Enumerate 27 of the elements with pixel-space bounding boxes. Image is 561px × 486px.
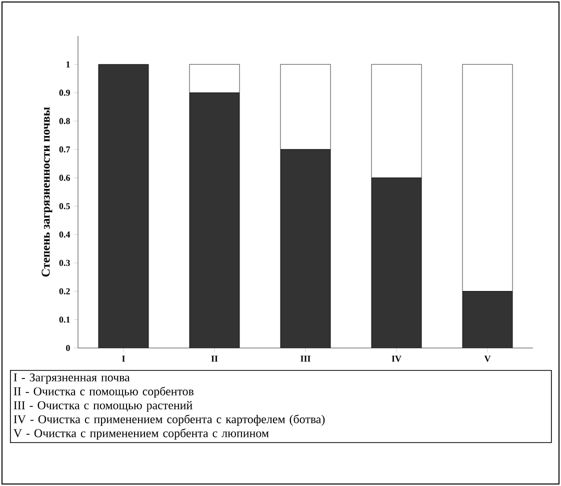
y-tick-label: 0.3 <box>59 260 70 266</box>
bar <box>371 178 422 348</box>
text: II - Очистка с помощью сорбентов <box>14 386 194 398</box>
bar <box>189 92 240 348</box>
y-tick-label: 0.2 <box>59 288 70 294</box>
y-tick-label: 0.9 <box>59 90 70 96</box>
bar <box>98 64 149 348</box>
y-tick-label: 0.1 <box>59 316 70 323</box>
x-tick-label: II <box>211 356 218 362</box>
y-tick-label: 0.4 <box>59 231 70 238</box>
y-tick-label: 0.7 <box>59 146 70 152</box>
y-tick-label: 0 <box>66 344 70 352</box>
x-tick-label: IV <box>392 356 402 362</box>
text: I - Загрязненная почва <box>14 373 130 384</box>
y-tick-label: 1 <box>66 61 70 68</box>
y-axis-title: Степень загрязненности почвы <box>42 107 52 277</box>
x-tick-label: III <box>300 356 310 362</box>
text: III - Очистка с помощью растений <box>14 401 192 412</box>
x-tick-label: V <box>484 356 491 362</box>
text: IV - Очистка с применением сорбента с картофелем (ботва) <box>14 414 325 426</box>
y-tick-label: 0.8 <box>59 118 70 124</box>
y-tick-label: 0.6 <box>59 174 70 181</box>
bar <box>462 291 513 348</box>
x-tick-label: I <box>122 356 125 362</box>
bar <box>280 149 331 348</box>
text: V - Очистка с применением сорбента с люпином <box>14 428 269 440</box>
y-tick-label: 0.5 <box>59 203 70 210</box>
